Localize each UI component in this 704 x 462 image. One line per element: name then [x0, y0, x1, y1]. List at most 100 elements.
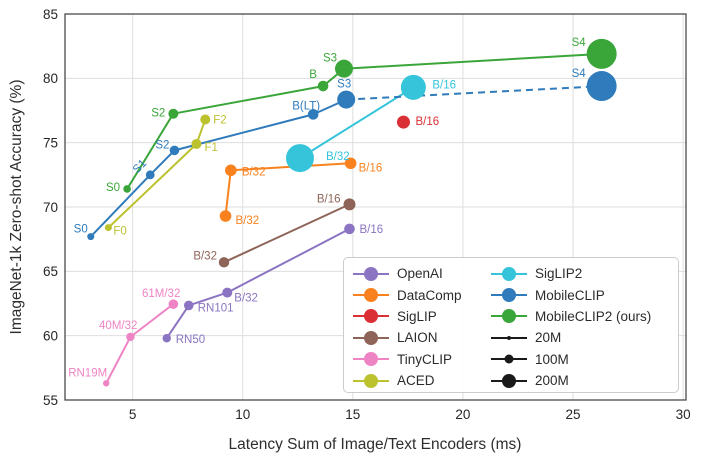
- marker-TinyCLIP-61M/32: [168, 299, 179, 309]
- legend-marker-icon: [491, 288, 527, 303]
- point-label-ACED-F2: F2: [213, 115, 226, 127]
- y-tick-label: 80: [43, 71, 58, 86]
- marker-DataComp-B/16: [344, 157, 357, 170]
- legend-label: MobileCLIP2 (ours): [535, 308, 652, 324]
- legend-label: 100M: [535, 351, 569, 367]
- marker-MobileCLIP-S1: [145, 170, 155, 180]
- line-TinyCLIP: [105, 303, 174, 384]
- point-label-TinyCLIP-40M/32: 40M/32: [99, 320, 137, 332]
- marker-OpenAI-B/16: [344, 223, 355, 235]
- marker-MobileCLIP-S0: [87, 233, 95, 241]
- point-label-DataComp-B/16: B/16: [359, 162, 383, 174]
- line-SigLIP2: [299, 86, 414, 159]
- legend-label: TinyCLIP: [397, 351, 453, 367]
- line-OpenAI: [165, 228, 350, 339]
- marker-OpenAI-RN101: [183, 300, 194, 311]
- point-label-MobileCLIP-S3: S3: [337, 79, 351, 91]
- point-label-OpenAI-B/32: B/32: [234, 293, 258, 305]
- point-label-ACED-F1: F1: [204, 142, 217, 154]
- point-label-MobileCLIP2 (ours)-S4: S4: [572, 37, 587, 49]
- legend-marker-icon: [491, 266, 527, 281]
- line-MobileCLIP: [346, 85, 602, 101]
- marker-SigLIP2-B/16: [400, 74, 426, 100]
- marker-OpenAI-RN50: [162, 334, 171, 343]
- legend-item-OpenAI: OpenAI: [352, 263, 490, 284]
- x-tick-label: 15: [345, 407, 360, 422]
- legend-label: DataComp: [397, 287, 462, 303]
- point-label-MobileCLIP-S2: S2: [155, 139, 169, 151]
- legend-label: LAION: [397, 330, 438, 346]
- marker-MobileCLIP-S2: [169, 145, 180, 156]
- x-tick-label: 20: [455, 407, 470, 422]
- legend-item-MobileCLIP2 (ours): MobileCLIP2 (ours): [490, 306, 651, 327]
- line-LAION: [223, 203, 350, 264]
- point-label-MobileCLIP-S4: S4: [572, 68, 587, 80]
- marker-MobileCLIP2 (ours)-S4: [586, 38, 617, 69]
- legend-marker-icon: [491, 309, 527, 324]
- legend-marker-icon: [353, 330, 389, 345]
- legend-label: ACED: [397, 373, 435, 389]
- y-axis-label: ImageNet-1k Zero-shot Accuracy (%): [8, 80, 25, 335]
- point-label-OpenAI-B/16: B/16: [360, 224, 384, 236]
- legend-label: SigLIP: [397, 308, 437, 324]
- marker-MobileCLIP-S3: [337, 90, 356, 109]
- legend-item-LAION: LAION: [352, 327, 490, 348]
- legend-item-MobileCLIP: MobileCLIP: [490, 284, 651, 305]
- x-tick-label: 25: [566, 407, 581, 422]
- marker-DataComp-B/32: [219, 210, 232, 222]
- legend-column: OpenAI DataComp SigLIP LAION TinyCLIP ACED: [352, 263, 490, 392]
- y-tick-label: 70: [43, 200, 58, 215]
- marker-SigLIP2-B/32: [285, 144, 314, 173]
- y-tick-label: 75: [43, 135, 58, 150]
- marker-SigLIP-B/16: [396, 115, 410, 129]
- legend-marker-icon: [353, 288, 389, 303]
- marker-ACED-F1: [191, 138, 202, 149]
- marker-LAION-B/32: [218, 257, 230, 268]
- legend-item-ACED: ACED: [352, 370, 490, 391]
- marker-MobileCLIP-B(LT): [307, 109, 319, 120]
- chart-legend: OpenAI DataComp SigLIP LAION TinyCLIP ACED Sig…: [343, 257, 679, 393]
- y-tick-label: 85: [43, 7, 58, 22]
- point-label-DataComp-B/32: B/32: [236, 215, 260, 227]
- y-tick-label: 55: [43, 393, 58, 408]
- plot-border: [64, 13, 687, 401]
- point-label-LAION-B/32: B/32: [193, 250, 217, 262]
- point-label-DataComp-B/32: B/32: [242, 166, 266, 178]
- point-label-MobileCLIP-B(LT): B(LT): [292, 100, 320, 112]
- legend-marker-icon: [353, 352, 389, 367]
- marker-TinyCLIP-40M/32: [126, 332, 135, 342]
- marker-MobileCLIP2 (ours)-S3: [335, 59, 354, 78]
- point-label-TinyCLIP-61M/32: 61M/32: [142, 288, 180, 300]
- legend-marker-icon: [353, 266, 389, 281]
- marker-DataComp-B/32: [225, 164, 237, 177]
- marker-MobileCLIP-S4: [586, 71, 617, 102]
- legend-label: OpenAI: [397, 266, 443, 282]
- legend-item-DataComp: DataComp: [352, 284, 490, 305]
- y-tick-label: 60: [43, 328, 58, 343]
- line-ACED: [107, 119, 207, 229]
- legend-item-TinyCLIP: TinyCLIP: [352, 349, 490, 370]
- point-label-MobileCLIP2 (ours)-S0: S0: [106, 182, 120, 194]
- point-label-OpenAI-RN50: RN50: [176, 334, 205, 346]
- marker-ACED-F2: [200, 114, 211, 125]
- legend-item-20M: 20M: [490, 327, 651, 348]
- point-label-SigLIP2-B/32: B/32: [326, 151, 350, 163]
- marker-MobileCLIP2 (ours)-S2: [168, 108, 179, 119]
- marker-TinyCLIP-RN19M: [102, 380, 110, 387]
- legend-label: MobileCLIP: [535, 287, 605, 303]
- point-label-TinyCLIP-RN19M: RN19M: [68, 367, 107, 379]
- legend-marker-icon: [353, 309, 389, 324]
- marker-MobileCLIP2 (ours)-B: [317, 80, 329, 92]
- marker-ACED-F0: [104, 224, 112, 232]
- x-axis-label: Latency Sum of Image/Text Encoders (ms): [229, 436, 522, 453]
- legend-marker-icon: [491, 354, 527, 364]
- point-label-MobileCLIP2 (ours)-S3: S3: [323, 53, 337, 65]
- point-label-OpenAI-RN101: RN101: [198, 302, 234, 314]
- point-label-LAION-B/16: B/16: [317, 193, 341, 205]
- legend-label: SigLIP2: [535, 266, 583, 282]
- legend-marker-icon: [491, 373, 527, 388]
- marker-MobileCLIP2 (ours)-S0: [123, 185, 131, 193]
- marker-OpenAI-B/32: [222, 287, 233, 298]
- legend-item-100M: 100M: [490, 349, 651, 370]
- legend-label: 20M: [535, 330, 562, 346]
